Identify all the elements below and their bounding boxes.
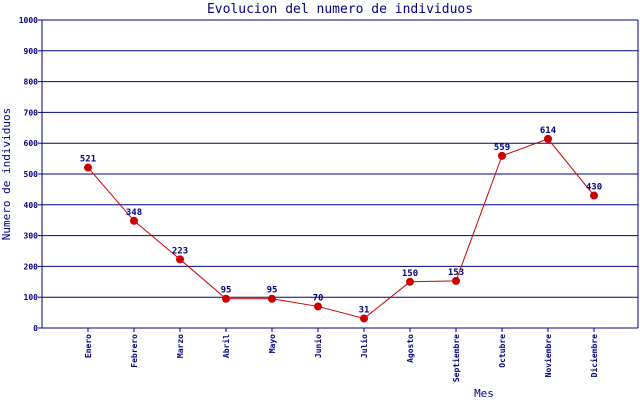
data-label: 95 [221,286,232,296]
data-point [452,276,460,285]
y-tick-label: 400 [24,201,39,210]
data-point [544,134,552,143]
chart-title: Evolucion del numero de individuos [207,2,473,17]
x-tick-label: Febrero [130,334,139,368]
series-group [84,134,598,323]
data-point [360,314,368,323]
y-tick-label: 1000 [19,16,38,25]
data-label: 223 [172,246,188,256]
x-tick-label: Noviembre [543,334,553,378]
x-tick-label: Mayo [268,334,277,353]
x-axis-ticks: Enero Febrero Marzo Abril Mayo Junio Julio Agos… [84,328,599,382]
y-tick-label: 0 [33,324,38,333]
x-tick-label: Octubre [498,334,507,368]
data-point [406,277,414,286]
grid-lines [41,19,639,329]
x-tick-label: Junio [313,334,323,358]
x-axis-label: Mes [474,387,494,400]
data-point [314,302,322,311]
y-tick-label: 700 [24,108,39,117]
data-label: 70 [313,293,324,303]
data-point [268,294,276,303]
data-point [498,151,506,160]
y-axis-label: Numero de individuos [0,108,13,240]
data-label: 559 [494,143,510,153]
data-point [130,216,138,225]
y-tick-label: 200 [24,262,39,271]
y-tick-label: 100 [24,293,39,302]
data-label: 614 [540,126,557,136]
data-point [176,255,184,264]
data-label: 521 [80,155,96,165]
series-line [87,138,595,319]
data-label: 430 [586,183,602,193]
data-label: 150 [402,269,418,279]
data-point [222,294,230,303]
data-point [84,163,92,172]
data-label: 31 [359,305,370,315]
data-label: 348 [126,208,142,218]
data-label: 153 [448,268,464,278]
x-tick-label: Septiembre [451,334,461,382]
y-axis-ticks: 0 100 200 300 400 500 600 700 800 900 1000 [19,16,42,333]
data-label: 95 [267,286,278,296]
data-labels: 521 348 223 95 95 70 31 150 153 559 614 430 [80,126,602,316]
x-tick-label: Agosto [406,334,415,363]
x-tick-label: Marzo [176,334,185,358]
x-tick-label: Enero [84,334,93,358]
x-tick-label: Abril [221,334,231,358]
x-tick-label: Julio [359,334,369,358]
y-tick-label: 800 [24,78,39,87]
y-tick-label: 600 [24,139,39,148]
y-tick-label: 900 [24,47,39,56]
data-point [590,191,598,200]
y-tick-label: 500 [24,170,39,179]
y-tick-label: 300 [24,232,39,241]
x-tick-label: Diciembre [589,334,599,378]
